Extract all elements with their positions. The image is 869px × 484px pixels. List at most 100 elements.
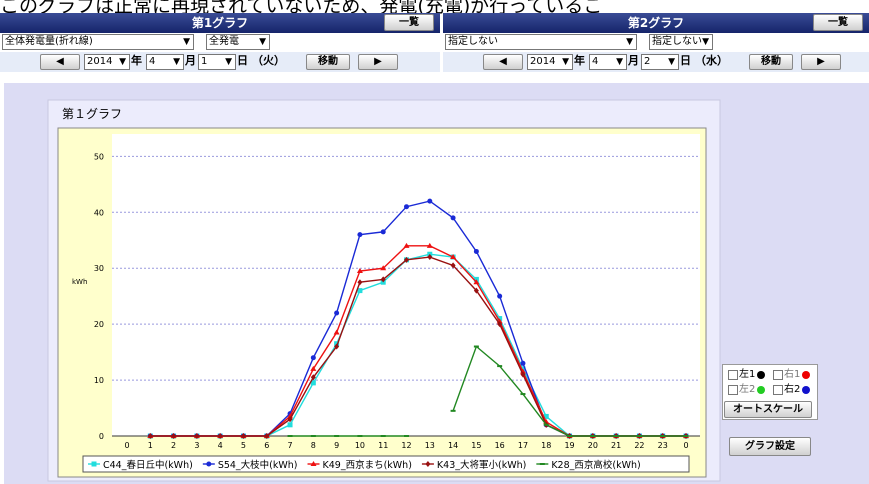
- marker: [636, 435, 642, 437]
- marker: [310, 380, 316, 386]
- day-select[interactable]: 1: [198, 54, 236, 70]
- marker: [357, 435, 363, 437]
- marker: [334, 343, 340, 350]
- day-select[interactable]: 2: [641, 54, 679, 70]
- prev-button[interactable]: ◀: [483, 54, 523, 70]
- marker: [357, 232, 363, 238]
- x-tick-label: 0: [683, 441, 688, 450]
- marker: [497, 321, 503, 328]
- marker: [310, 355, 316, 361]
- panel-header: 第1グラフ: [0, 13, 440, 33]
- autoscale-button[interactable]: オートスケール: [724, 401, 812, 418]
- year-unit: 年: [131, 54, 142, 67]
- year-select[interactable]: 2014: [84, 54, 130, 70]
- settings-button[interactable]: グラフ設定: [729, 437, 811, 456]
- select[interactable]: 全体発電量(折れ線): [2, 34, 194, 50]
- marker: [240, 433, 246, 439]
- next-button[interactable]: ▶: [358, 54, 398, 70]
- marker: [450, 262, 456, 269]
- y-tick-label: 30: [94, 264, 104, 273]
- day-unit: 日: [237, 54, 248, 67]
- move-button[interactable]: 移動: [306, 54, 350, 70]
- year-select[interactable]: 2014: [527, 54, 573, 70]
- marker: [520, 371, 526, 378]
- marker: [310, 374, 316, 381]
- plot-area: [112, 134, 700, 436]
- legend-label: C44_春日丘中(kWh): [103, 459, 193, 471]
- y-tick-label: 50: [94, 152, 104, 161]
- x-tick-label: 5: [241, 441, 246, 450]
- marker: [310, 461, 317, 466]
- x-tick-label: 4: [218, 441, 223, 450]
- marker: [473, 279, 480, 285]
- marker: [497, 293, 503, 299]
- marker: [404, 256, 409, 263]
- marker: [543, 423, 549, 426]
- move-button[interactable]: 移動: [749, 54, 793, 70]
- y-tick-label: 20: [94, 320, 104, 329]
- y-tick-label: 10: [94, 376, 104, 385]
- marker: [334, 310, 340, 316]
- chart-title: 第１グラフ: [62, 107, 122, 121]
- prev-button[interactable]: ◀: [40, 54, 80, 70]
- marker: [310, 365, 317, 371]
- marker: [404, 204, 409, 210]
- legend-label: S54_大枝中(kWh): [218, 459, 298, 471]
- y-tick-label: 0: [99, 432, 104, 441]
- list-button[interactable]: 一覧: [813, 14, 863, 31]
- x-tick-label: 2: [171, 441, 176, 450]
- marker: [287, 435, 293, 437]
- select[interactable]: 全発電: [206, 34, 270, 50]
- x-tick-label: 21: [611, 441, 621, 450]
- x-tick-label: 16: [495, 441, 505, 450]
- banner: このグラフは正常に再現されていないため、発電(充電)が行っているこ: [0, 0, 603, 17]
- marker: [334, 435, 340, 437]
- check-label: 右2: [784, 384, 801, 395]
- list-button[interactable]: 一覧: [384, 14, 434, 31]
- marker: [660, 435, 666, 437]
- marker: [380, 276, 386, 283]
- marker: [427, 198, 433, 204]
- marker: [147, 433, 153, 439]
- x-tick-label: 9: [334, 441, 339, 450]
- next-button[interactable]: ▶: [801, 54, 841, 70]
- marker: [450, 254, 457, 260]
- checkbox[interactable]: [728, 370, 738, 380]
- weekday: （火）: [252, 54, 285, 67]
- marker: [567, 435, 573, 437]
- x-tick-label: 18: [541, 441, 551, 450]
- select[interactable]: 指定しない: [649, 34, 713, 50]
- marker: [206, 461, 212, 467]
- x-tick-label: 12: [401, 441, 411, 450]
- check-dot: [802, 371, 810, 379]
- checkbox[interactable]: [773, 385, 783, 395]
- marker: [520, 360, 526, 366]
- marker: [520, 393, 526, 396]
- day-unit: 日: [680, 54, 691, 67]
- x-tick-label: 10: [355, 441, 365, 450]
- marker: [473, 287, 479, 294]
- x-tick-label: 8: [311, 441, 316, 450]
- marker: [403, 242, 410, 248]
- marker: [404, 435, 409, 437]
- marker: [426, 242, 433, 248]
- month-select[interactable]: 4: [146, 54, 184, 70]
- marker: [91, 461, 97, 467]
- checkbox[interactable]: [773, 370, 783, 380]
- year-unit: 年: [574, 54, 585, 67]
- x-tick-label: 22: [634, 441, 644, 450]
- select[interactable]: 指定しない: [445, 34, 637, 50]
- check-dot: [757, 386, 765, 394]
- marker: [171, 433, 177, 439]
- marker: [613, 435, 619, 437]
- month-select[interactable]: 4: [589, 54, 627, 70]
- marker: [683, 435, 689, 437]
- checkbox[interactable]: [728, 385, 738, 395]
- marker: [357, 288, 363, 294]
- month-unit: 月: [628, 54, 639, 67]
- check-dot: [757, 371, 765, 379]
- x-tick-label: 6: [264, 441, 269, 450]
- x-tick-label: 3: [194, 441, 199, 450]
